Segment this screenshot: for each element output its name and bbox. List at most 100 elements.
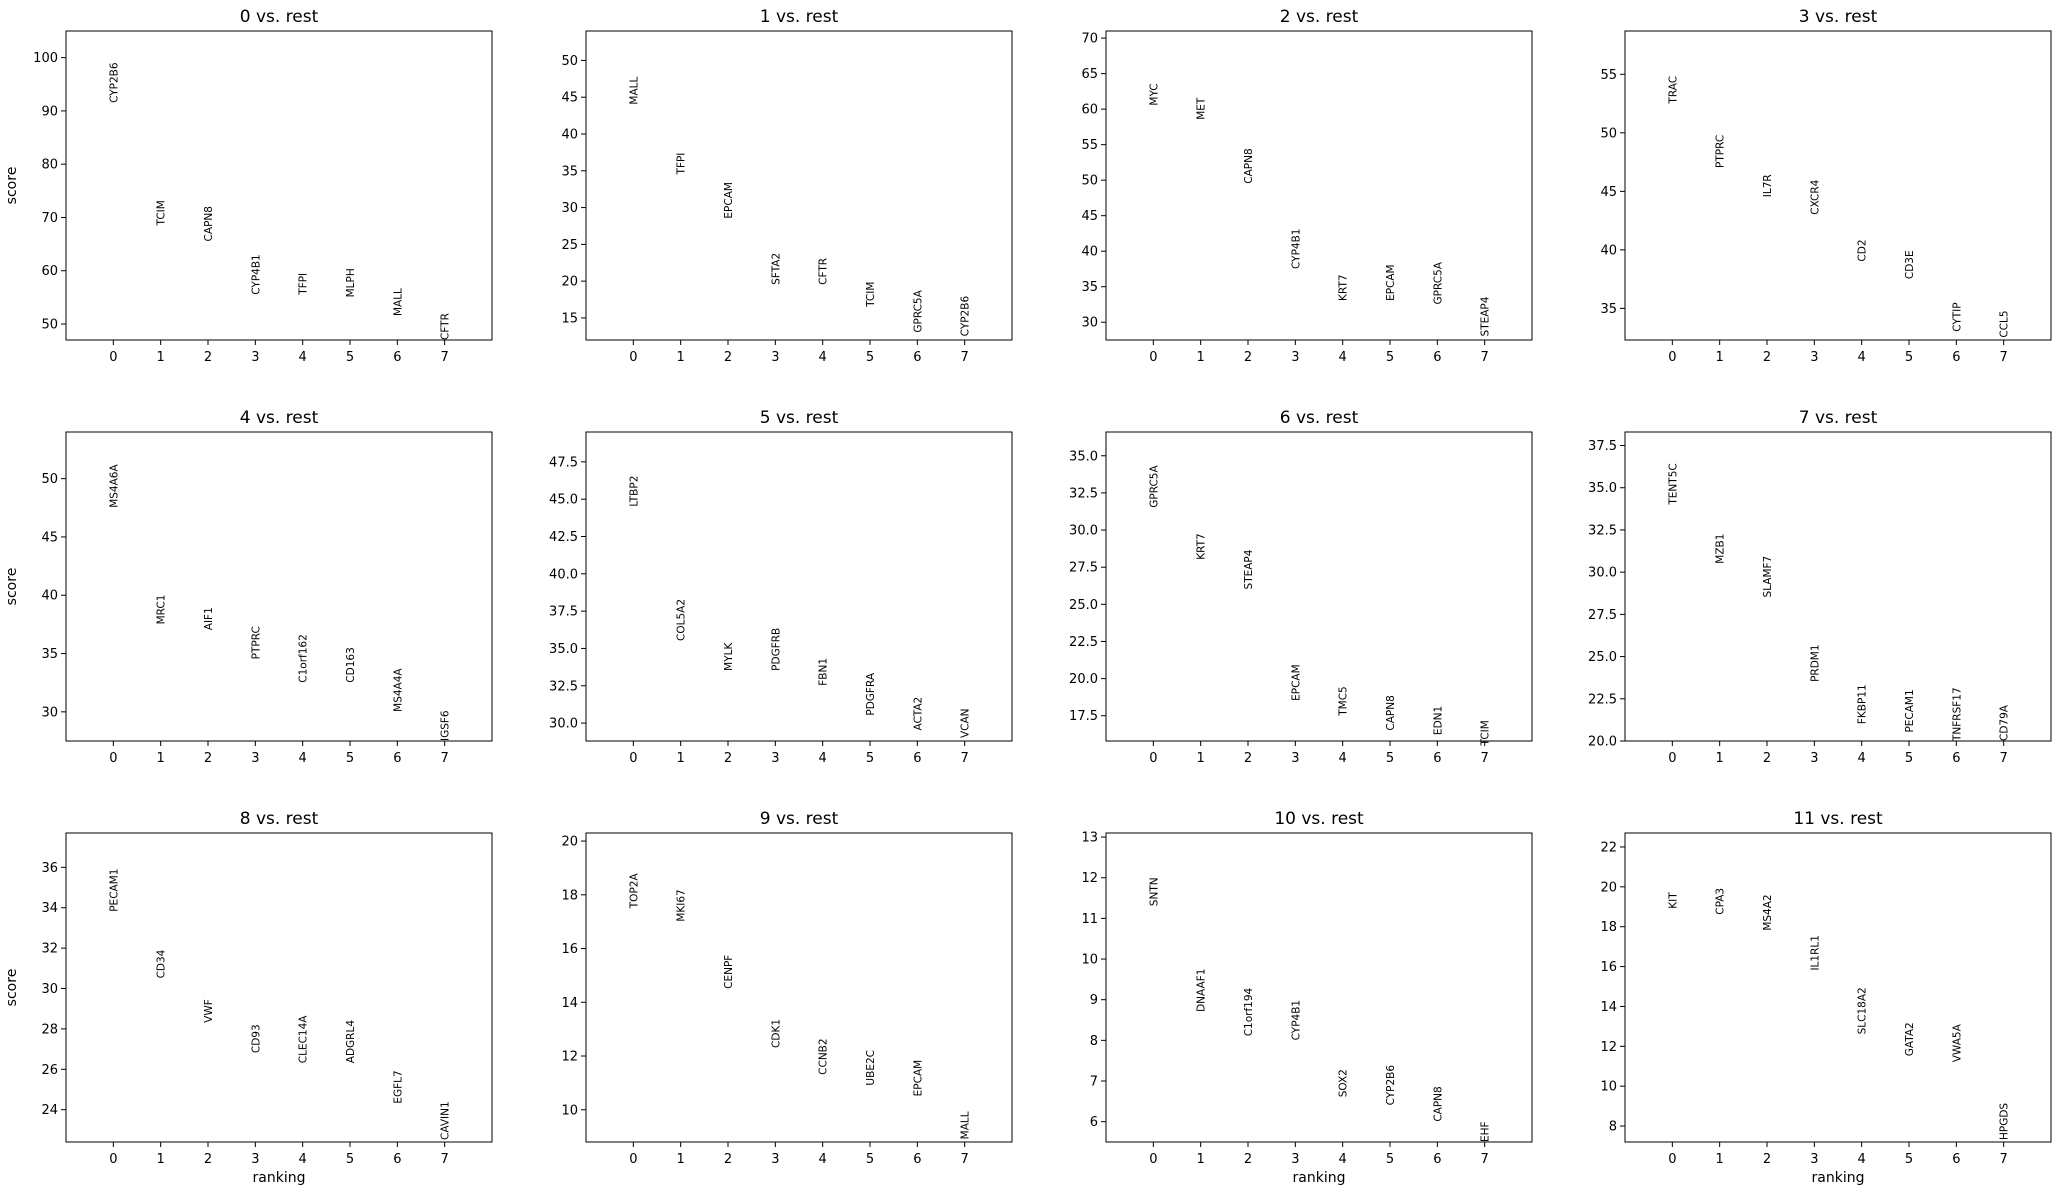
x-tick-label: 3 bbox=[1810, 751, 1818, 766]
x-tick-label: 0 bbox=[1668, 1152, 1676, 1167]
gene-label-TCIM: TCIM bbox=[156, 200, 168, 226]
x-tick-label: 4 bbox=[299, 350, 307, 365]
x-tick-label: 1 bbox=[1197, 751, 1205, 766]
y-tick-label: 32 bbox=[41, 942, 58, 957]
gene-label-EPCAM: EPCAM bbox=[912, 1060, 924, 1097]
gene-label-PDGFRA: PDGFRA bbox=[865, 672, 877, 715]
x-tick-label: 6 bbox=[1433, 350, 1441, 365]
gene-label-CAPN8: CAPN8 bbox=[1385, 695, 1397, 730]
gene-label-IL7R: IL7R bbox=[1762, 174, 1774, 197]
x-tick-label: 3 bbox=[771, 350, 779, 365]
y-tick-label: 12 bbox=[561, 1050, 578, 1065]
y-tick-label: 50 bbox=[41, 472, 58, 487]
gene-label-CD163: CD163 bbox=[345, 647, 357, 682]
x-tick-label: 0 bbox=[629, 1152, 637, 1167]
x-tick-label: 6 bbox=[1433, 1152, 1441, 1167]
x-tick-label: 6 bbox=[1952, 350, 1960, 365]
x-tick-label: 0 bbox=[1668, 350, 1676, 365]
gene-label-GATA2: GATA2 bbox=[1904, 1022, 1916, 1056]
y-tick-label: 40 bbox=[1081, 245, 1098, 260]
gene-label-CYP2B6: CYP2B6 bbox=[1385, 1065, 1397, 1106]
y-tick-label: 70 bbox=[1081, 32, 1098, 47]
x-tick-label: 2 bbox=[1244, 1152, 1252, 1167]
gene-label-MS4A4A: MS4A4A bbox=[392, 668, 404, 712]
gene-label-CYP2B6: CYP2B6 bbox=[108, 62, 120, 103]
gene-label-MALL: MALL bbox=[392, 288, 404, 316]
y-tick-label: 80 bbox=[41, 158, 58, 173]
y-tick-label: 26 bbox=[41, 1063, 58, 1078]
gene-label-UBE2C: UBE2C bbox=[865, 1050, 877, 1086]
gene-label-PTPRC: PTPRC bbox=[250, 626, 262, 659]
gene-label-TMC5: TMC5 bbox=[1338, 686, 1350, 717]
gene-label-MRC1: MRC1 bbox=[156, 595, 168, 625]
gene-label-HPGDS: HPGDS bbox=[1999, 1103, 2011, 1140]
gene-label-MS4A2: MS4A2 bbox=[1762, 894, 1774, 930]
gene-label-EPCAM: EPCAM bbox=[1290, 664, 1302, 701]
y-tick-label: 40.0 bbox=[549, 567, 578, 582]
gene-label-PTPRC: PTPRC bbox=[1715, 135, 1727, 168]
x-tick-label: 5 bbox=[346, 350, 354, 365]
y-tick-label: 45 bbox=[1600, 185, 1617, 200]
x-tick-label: 5 bbox=[866, 350, 874, 365]
y-tick-label: 17.5 bbox=[1069, 709, 1098, 724]
x-tick-label: 2 bbox=[1244, 350, 1252, 365]
y-tick-label: 50 bbox=[1600, 126, 1617, 141]
gene-label-PECAM1: PECAM1 bbox=[1904, 689, 1916, 732]
x-tick-label: 7 bbox=[961, 1152, 969, 1167]
y-tick-label: 35 bbox=[1600, 302, 1617, 317]
y-tick-label: 45 bbox=[1081, 209, 1098, 224]
y-tick-label: 40 bbox=[561, 128, 578, 143]
y-tick-label: 37.5 bbox=[549, 605, 578, 620]
gene-label-MLPH: MLPH bbox=[345, 268, 357, 297]
y-tick-label: 22 bbox=[1600, 840, 1617, 855]
x-tick-label: 5 bbox=[1386, 350, 1394, 365]
y-tick-label: 12 bbox=[1081, 871, 1098, 886]
panel-5: 5 vs. rest30.032.535.037.540.042.545.047… bbox=[549, 408, 1013, 766]
y-tick-label: 35 bbox=[41, 647, 58, 662]
y-tick-label: 60 bbox=[41, 264, 58, 279]
x-tick-label: 2 bbox=[724, 350, 732, 365]
y-tick-label: 40 bbox=[41, 589, 58, 604]
x-tick-label: 3 bbox=[1810, 350, 1818, 365]
axes-frame bbox=[585, 30, 1013, 341]
x-tick-label: 1 bbox=[677, 1152, 685, 1167]
gene-label-CCNB2: CCNB2 bbox=[818, 1038, 830, 1074]
panel-title: 11 vs. rest bbox=[1793, 809, 1883, 829]
gene-label-MALL: MALL bbox=[628, 76, 640, 104]
gene-label-LTBP2: LTBP2 bbox=[628, 476, 640, 507]
x-axis-label: ranking bbox=[253, 1170, 306, 1186]
x-tick-label: 6 bbox=[913, 1152, 921, 1167]
x-tick-label: 5 bbox=[1386, 1152, 1394, 1167]
axes-frame bbox=[1105, 431, 1533, 742]
gene-label-PRDM1: PRDM1 bbox=[1809, 644, 1821, 681]
panel-6: 6 vs. rest17.520.022.525.027.530.032.535… bbox=[1069, 408, 1533, 766]
gene-label-SNTN: SNTN bbox=[1148, 877, 1160, 906]
x-tick-label: 2 bbox=[1244, 751, 1252, 766]
x-tick-label: 0 bbox=[1668, 751, 1676, 766]
y-tick-label: 45 bbox=[41, 530, 58, 545]
axes-frame bbox=[65, 832, 493, 1143]
gene-label-CYP2B6: CYP2B6 bbox=[960, 296, 972, 337]
gene-label-MET: MET bbox=[1196, 97, 1208, 120]
x-tick-label: 1 bbox=[1716, 751, 1724, 766]
x-tick-label: 1 bbox=[677, 350, 685, 365]
y-tick-label: 6 bbox=[1090, 1115, 1098, 1130]
gene-label-VWA5A: VWA5A bbox=[1951, 1023, 1963, 1062]
gene-label-TNFRSF17: TNFRSF17 bbox=[1951, 687, 1963, 742]
x-tick-label: 1 bbox=[1197, 350, 1205, 365]
y-tick-label: 42.5 bbox=[549, 530, 578, 545]
y-tick-label: 50 bbox=[561, 54, 578, 69]
axes-frame bbox=[1624, 431, 2052, 742]
gene-label-C1orf162: C1orf162 bbox=[298, 634, 310, 683]
x-tick-label: 4 bbox=[1858, 751, 1866, 766]
y-tick-label: 25 bbox=[561, 238, 578, 253]
y-tick-label: 35.0 bbox=[1069, 449, 1098, 464]
y-tick-label: 9 bbox=[1090, 993, 1098, 1008]
gene-label-EPCAM: EPCAM bbox=[723, 182, 735, 219]
gene-label-TCIM: TCIM bbox=[1480, 720, 1492, 746]
x-tick-label: 0 bbox=[629, 751, 637, 766]
gene-label-VWF: VWF bbox=[203, 999, 215, 1023]
y-tick-label: 28 bbox=[41, 1022, 58, 1037]
